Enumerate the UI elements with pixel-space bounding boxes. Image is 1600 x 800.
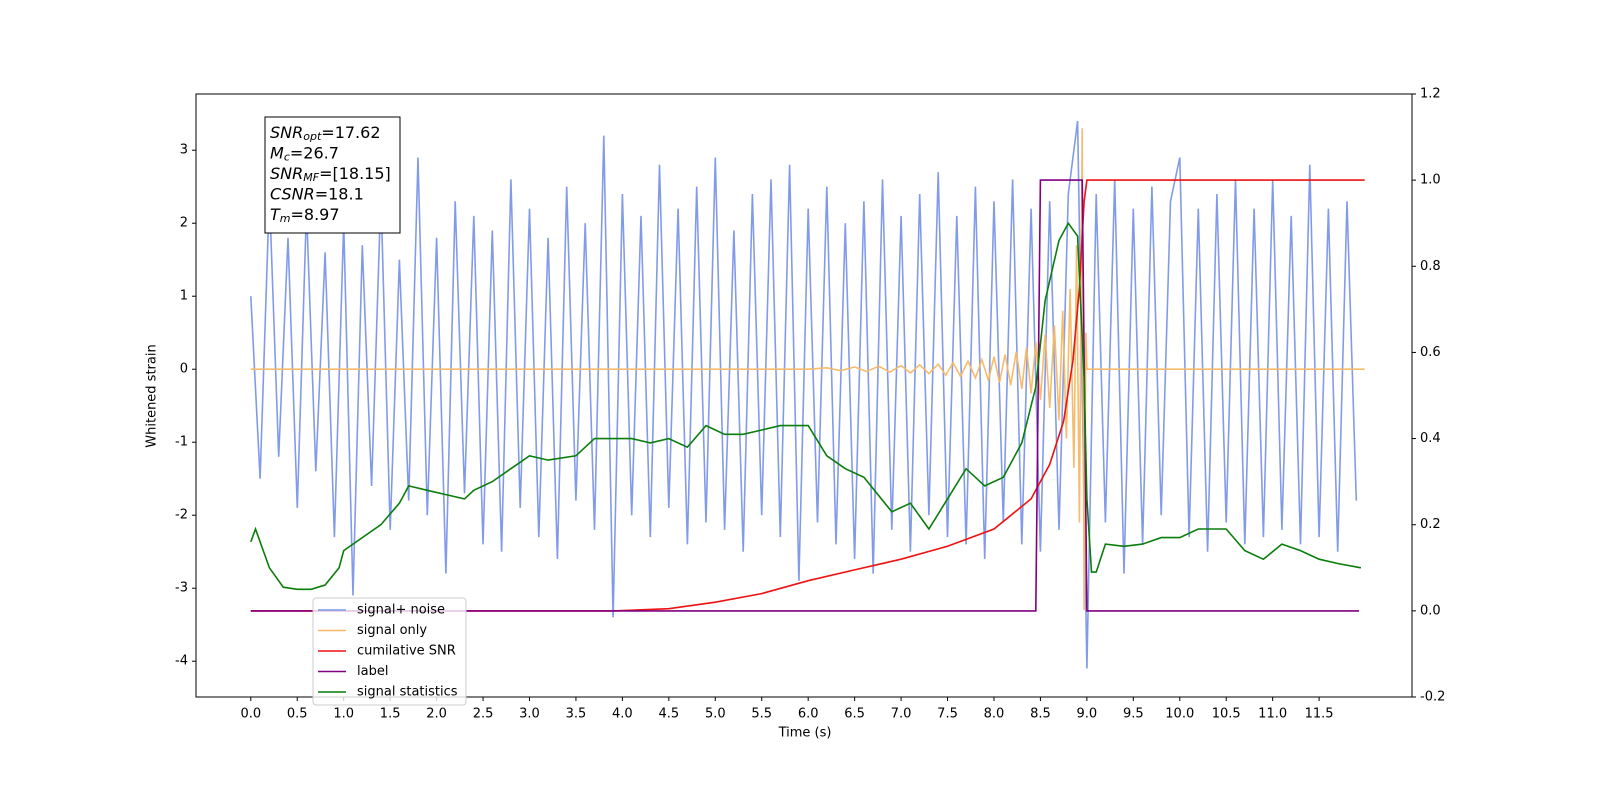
y2-tick-label: 1.0 (1420, 173, 1441, 188)
series-line (250, 128, 1365, 611)
x-tick-label: 4.5 (658, 707, 679, 722)
plot-frame (195, 93, 1413, 698)
annotation-symbol: T (270, 205, 281, 224)
series-line (250, 179, 1359, 612)
y-tick-label: -4 (175, 654, 188, 669)
x-tick-label: 1.5 (380, 707, 401, 722)
annotation-value: =8.97 (291, 205, 340, 224)
legend-label: cumilative SNR (357, 644, 456, 659)
x-tick-label: 5.5 (751, 707, 772, 722)
series-line (250, 179, 1365, 612)
x-tick-label: 4.0 (612, 707, 633, 722)
y-tick-label: 2 (180, 216, 188, 231)
annotation-value: =17.62 (321, 123, 380, 142)
x-tick-label: 8.0 (984, 707, 1005, 722)
x-tick-label: 10.0 (1165, 707, 1194, 722)
y2-tick-label: 0.2 (1420, 517, 1441, 532)
x-tick-label: 2.5 (473, 707, 494, 722)
x-tick-label: 0.0 (240, 707, 261, 722)
annotation-subscript: opt (303, 130, 322, 143)
y-tick-label: -2 (175, 508, 188, 523)
x-tick-label: 10.5 (1212, 707, 1241, 722)
series-line (250, 221, 1362, 591)
x-tick-label: 5.0 (705, 707, 726, 722)
annotation-symbol: CSNR (270, 184, 315, 203)
x-tick-label: 0.5 (287, 707, 308, 722)
x-tick-label: 11.0 (1258, 707, 1287, 722)
y2-tick-label: 0.8 (1420, 259, 1441, 274)
y-tick-label: 0 (180, 362, 188, 377)
legend-label: signal+ noise (357, 603, 445, 618)
annotation-subscript: m (280, 212, 291, 225)
y-tick-label: 3 (180, 143, 188, 158)
legend-box (312, 597, 467, 706)
y-tick-label: -3 (175, 581, 188, 596)
x-tick-label: 8.5 (1030, 707, 1051, 722)
legend-label: label (357, 664, 388, 679)
annotation-line: SNRMF=[18.15] (270, 164, 391, 185)
x-tick-label: 6.0 (798, 707, 819, 722)
x-tick-label: 9.5 (1123, 707, 1144, 722)
annotation-line: SNRopt=17.62 (270, 123, 381, 144)
annotation-line: Mc=26.7 (270, 143, 339, 164)
x-tick-label: 1.0 (333, 707, 354, 722)
y2-tick-label: -0.2 (1420, 690, 1445, 705)
legend-label: signal statistics (357, 685, 458, 700)
y2-tick-label: 0.6 (1420, 345, 1441, 360)
y2-tick-label: 0.4 (1420, 431, 1441, 446)
annotation-line: Tm=8.97 (270, 205, 340, 226)
annotation-value: =18.1 (315, 184, 364, 203)
annotation-box (264, 116, 401, 234)
annotation-value: =[18.15] (319, 164, 391, 183)
x-tick-label: 7.5 (937, 707, 958, 722)
annotation-line: CSNR=18.1 (270, 184, 364, 203)
legend-label: signal only (357, 623, 427, 638)
x-tick-label: 2.0 (426, 707, 447, 722)
x-axis-label: Time (s) (778, 726, 832, 741)
y-tick-label: 1 (180, 289, 188, 304)
annotation-symbol: SNR (270, 123, 303, 142)
annotation-subscript: c (284, 151, 290, 164)
annotation-subscript: MF (303, 171, 319, 184)
x-tick-label: 3.0 (519, 707, 540, 722)
y-axis-label: Whitened strain (145, 344, 160, 447)
annotation-symbol: SNR (270, 164, 303, 183)
y-tick-label: -1 (175, 435, 188, 450)
y2-tick-label: 0.0 (1420, 603, 1441, 618)
x-tick-label: 9.0 (1077, 707, 1098, 722)
series-line (250, 120, 1358, 669)
x-tick-label: 6.5 (844, 707, 865, 722)
y2-tick-label: 1.2 (1420, 87, 1441, 102)
x-tick-label: 3.5 (566, 707, 587, 722)
x-tick-label: 11.5 (1305, 707, 1334, 722)
annotation-value: =26.7 (290, 143, 339, 162)
annotation-symbol: M (270, 143, 284, 162)
x-tick-label: 7.0 (891, 707, 912, 722)
